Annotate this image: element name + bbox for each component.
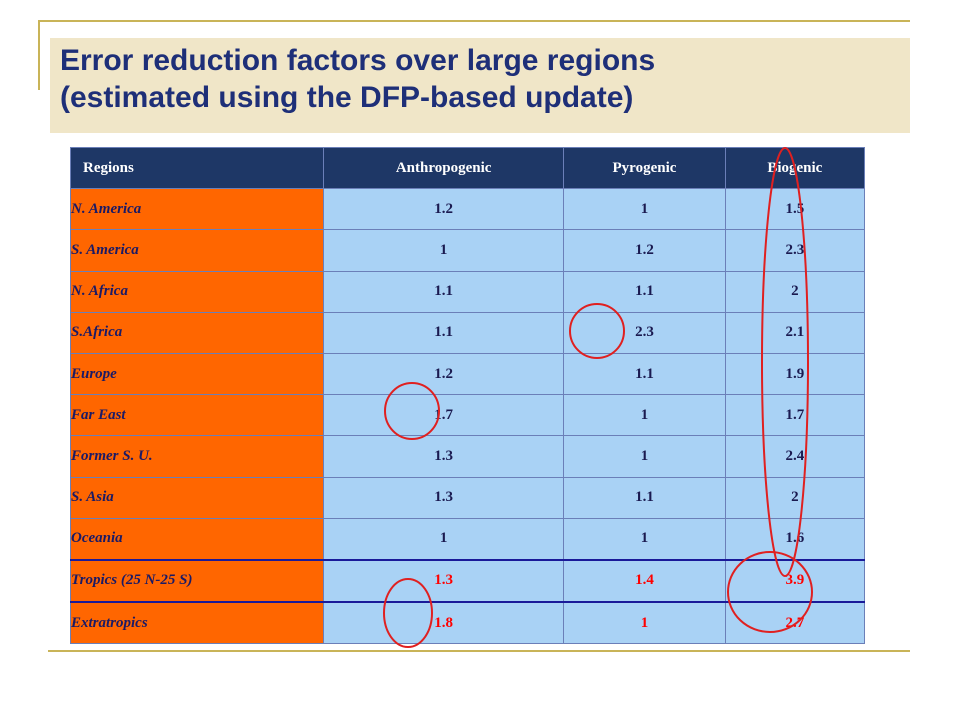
table-row: N. Africa 1.1 1.1 2 (70, 270, 866, 313)
table-row: S. America 1 1.2 2.3 (70, 229, 866, 272)
region-cell: S. America (70, 229, 324, 272)
region-cell: N. America (70, 188, 324, 231)
pyrogenic-cell: 1.1 (563, 270, 726, 313)
pyrogenic-cell: 1.1 (563, 352, 726, 396)
bottom-rule (48, 650, 910, 652)
top-rule (40, 20, 910, 22)
biogenic-cell: 1.5 (724, 188, 866, 231)
table-row-extratropics: Extratropics 1.8 1 2.7 (70, 601, 866, 645)
table-row: S. Asia 1.3 1.1 2 (70, 476, 866, 519)
biogenic-cell: 2.3 (724, 229, 866, 272)
anthropogenic-cell: 1.7 (322, 394, 565, 437)
table-row: N. America 1.2 1 1.5 (70, 188, 866, 231)
anthropogenic-cell: 1 (322, 229, 565, 272)
anthropogenic-cell: 1.1 (322, 270, 565, 313)
pyrogenic-cell: 1.1 (563, 476, 726, 519)
table-row: Far East 1.7 1 1.7 (70, 394, 866, 437)
left-rule (38, 20, 40, 90)
header-anthropogenic: Anthropogenic (322, 146, 565, 190)
anthropogenic-cell: 1.2 (322, 352, 565, 396)
pyrogenic-cell: 1 (563, 435, 726, 478)
table-row: S.Africa 1.1 2.3 2.1 (70, 311, 866, 354)
region-cell: Oceania (70, 517, 324, 561)
anthropogenic-cell: 1.3 (322, 476, 565, 519)
region-cell: Extratropics (70, 601, 324, 645)
region-cell: N. Africa (70, 270, 324, 313)
anthropogenic-cell: 1.8 (322, 601, 565, 645)
pyrogenic-cell: 1 (563, 601, 726, 645)
anthropogenic-cell: 1.2 (322, 188, 565, 231)
table-header-row: Regions Anthropogenic Pyrogenic Biogenic (70, 146, 866, 190)
biogenic-cell: 2 (724, 476, 866, 519)
region-cell: S. Asia (70, 476, 324, 519)
pyrogenic-cell: 1 (563, 394, 726, 437)
biogenic-cell: 1.9 (724, 352, 866, 396)
biogenic-cell: 2.1 (724, 311, 866, 354)
biogenic-cell: 2.7 (724, 601, 866, 645)
anthropogenic-cell: 1.3 (322, 435, 565, 478)
header-pyrogenic: Pyrogenic (563, 146, 726, 190)
pyrogenic-cell: 1 (563, 517, 726, 561)
anthropogenic-cell: 1.3 (322, 558, 565, 603)
biogenic-cell: 3.9 (724, 558, 866, 603)
error-reduction-table: Regions Anthropogenic Pyrogenic Biogenic… (70, 146, 866, 645)
table-row-tropics: Tropics (25 N-25 S) 1.3 1.4 3.9 (70, 558, 866, 603)
slide-title: Error reduction factors over large regio… (60, 42, 900, 116)
table-row: Europe 1.2 1.1 1.9 (70, 352, 866, 396)
pyrogenic-cell: 2.3 (563, 311, 726, 354)
title-band (50, 38, 910, 133)
region-cell: Former S. U. (70, 435, 324, 478)
pyrogenic-cell: 1.4 (563, 558, 726, 603)
table-row: Oceania 1 1 1.6 (70, 517, 866, 561)
biogenic-cell: 1.7 (724, 394, 866, 437)
table-row: Former S. U. 1.3 1 2.4 (70, 435, 866, 478)
anthropogenic-cell: 1 (322, 517, 565, 561)
pyrogenic-cell: 1 (563, 188, 726, 231)
region-cell: Tropics (25 N-25 S) (70, 558, 324, 603)
title-line-2: (estimated using the DFP-based update) (60, 81, 634, 114)
biogenic-cell: 1.6 (724, 517, 866, 561)
header-biogenic: Biogenic (724, 146, 866, 190)
biogenic-cell: 2 (724, 270, 866, 313)
header-regions: Regions (70, 146, 324, 190)
anthropogenic-cell: 1.1 (322, 311, 565, 354)
biogenic-cell: 2.4 (724, 435, 866, 478)
title-line-1: Error reduction factors over large regio… (60, 44, 656, 77)
region-cell: Far East (70, 394, 324, 437)
region-cell: Europe (70, 352, 324, 396)
pyrogenic-cell: 1.2 (563, 229, 726, 272)
region-cell: S.Africa (70, 311, 324, 354)
